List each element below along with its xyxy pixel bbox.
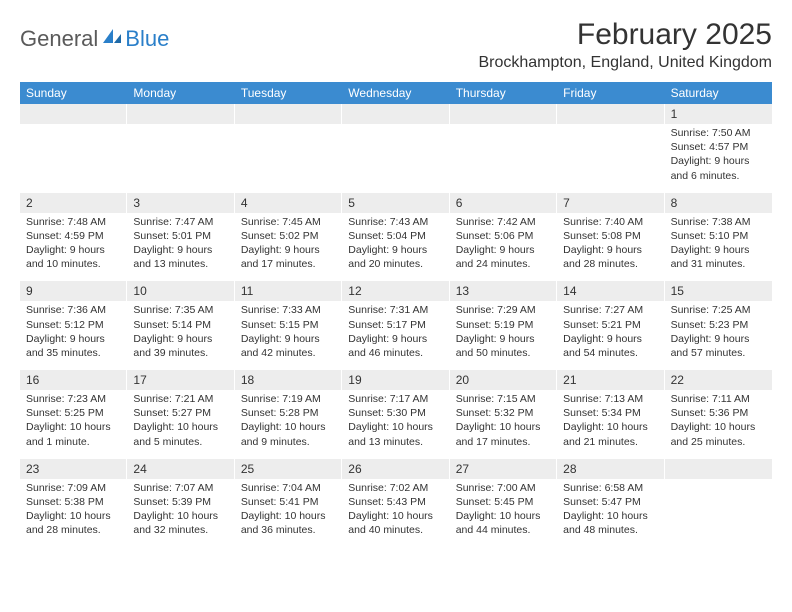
day-number [20, 104, 127, 124]
day-number: 21 [557, 370, 664, 390]
day-detail: Sunrise: 7:25 AM Sunset: 5:23 PM Dayligh… [665, 301, 772, 370]
day-number: 8 [665, 193, 772, 213]
day-detail: Sunrise: 7:09 AM Sunset: 5:38 PM Dayligh… [20, 479, 127, 548]
day-detail: Sunrise: 7:11 AM Sunset: 5:36 PM Dayligh… [665, 390, 772, 459]
day-number: 17 [127, 370, 234, 390]
day-detail: Sunrise: 7:50 AM Sunset: 4:57 PM Dayligh… [665, 124, 772, 193]
day-detail-row: Sunrise: 7:48 AM Sunset: 4:59 PM Dayligh… [20, 213, 772, 282]
day-detail: Sunrise: 7:48 AM Sunset: 4:59 PM Dayligh… [20, 213, 127, 282]
day-detail: Sunrise: 7:36 AM Sunset: 5:12 PM Dayligh… [20, 301, 127, 370]
logo: General Blue [20, 18, 169, 52]
day-detail: Sunrise: 7:43 AM Sunset: 5:04 PM Dayligh… [342, 213, 449, 282]
day-detail: Sunrise: 6:58 AM Sunset: 5:47 PM Dayligh… [557, 479, 664, 548]
day-detail: Sunrise: 7:33 AM Sunset: 5:15 PM Dayligh… [235, 301, 342, 370]
day-detail: Sunrise: 7:31 AM Sunset: 5:17 PM Dayligh… [342, 301, 449, 370]
day-detail: Sunrise: 7:38 AM Sunset: 5:10 PM Dayligh… [665, 213, 772, 282]
day-detail: Sunrise: 7:02 AM Sunset: 5:43 PM Dayligh… [342, 479, 449, 548]
day-number: 11 [235, 281, 342, 301]
day-number: 12 [342, 281, 449, 301]
day-number: 4 [235, 193, 342, 213]
day-detail-row: Sunrise: 7:50 AM Sunset: 4:57 PM Dayligh… [20, 124, 772, 193]
day-detail-row: Sunrise: 7:23 AM Sunset: 5:25 PM Dayligh… [20, 390, 772, 459]
day-number: 28 [557, 459, 664, 479]
day-header: Friday [557, 82, 664, 104]
day-number: 7 [557, 193, 664, 213]
day-detail: Sunrise: 7:00 AM Sunset: 5:45 PM Dayligh… [450, 479, 557, 548]
day-number-row: 16171819202122 [20, 370, 772, 390]
day-header: Saturday [665, 82, 772, 104]
day-detail: Sunrise: 7:27 AM Sunset: 5:21 PM Dayligh… [557, 301, 664, 370]
logo-text-general: General [20, 26, 98, 52]
day-number [665, 459, 772, 479]
day-number: 19 [342, 370, 449, 390]
day-number-row: 9101112131415 [20, 281, 772, 301]
day-number: 24 [127, 459, 234, 479]
day-detail: Sunrise: 7:40 AM Sunset: 5:08 PM Dayligh… [557, 213, 664, 282]
day-number [127, 104, 234, 124]
day-number: 14 [557, 281, 664, 301]
day-detail [557, 124, 664, 193]
day-detail [20, 124, 127, 193]
day-detail [235, 124, 342, 193]
day-detail: Sunrise: 7:23 AM Sunset: 5:25 PM Dayligh… [20, 390, 127, 459]
day-detail: Sunrise: 7:21 AM Sunset: 5:27 PM Dayligh… [127, 390, 234, 459]
day-number: 18 [235, 370, 342, 390]
month-title: February 2025 [478, 18, 772, 52]
day-number: 2 [20, 193, 127, 213]
day-headers-row: Sunday Monday Tuesday Wednesday Thursday… [20, 82, 772, 104]
day-detail: Sunrise: 7:29 AM Sunset: 5:19 PM Dayligh… [450, 301, 557, 370]
day-number: 26 [342, 459, 449, 479]
day-detail: Sunrise: 7:15 AM Sunset: 5:32 PM Dayligh… [450, 390, 557, 459]
header: General Blue February 2025 Brockhampton,… [20, 18, 772, 72]
day-number-row: 2345678 [20, 193, 772, 213]
day-number-row: 232425262728 [20, 459, 772, 479]
day-detail [127, 124, 234, 193]
day-header: Wednesday [342, 82, 449, 104]
day-number: 1 [665, 104, 772, 124]
day-number [235, 104, 342, 124]
day-detail [342, 124, 449, 193]
day-number: 3 [127, 193, 234, 213]
day-detail-row: Sunrise: 7:36 AM Sunset: 5:12 PM Dayligh… [20, 301, 772, 370]
location: Brockhampton, England, United Kingdom [478, 54, 772, 72]
day-number: 22 [665, 370, 772, 390]
calendar-body: 1Sunrise: 7:50 AM Sunset: 4:57 PM Daylig… [20, 104, 772, 547]
day-header: Monday [127, 82, 234, 104]
day-detail: Sunrise: 7:04 AM Sunset: 5:41 PM Dayligh… [235, 479, 342, 548]
logo-sail-icon [101, 27, 123, 45]
day-detail: Sunrise: 7:13 AM Sunset: 5:34 PM Dayligh… [557, 390, 664, 459]
day-number [557, 104, 664, 124]
day-detail: Sunrise: 7:42 AM Sunset: 5:06 PM Dayligh… [450, 213, 557, 282]
day-number: 10 [127, 281, 234, 301]
day-number: 13 [450, 281, 557, 301]
day-detail [665, 479, 772, 548]
day-number [342, 104, 449, 124]
logo-text-blue: Blue [125, 26, 169, 52]
day-detail: Sunrise: 7:07 AM Sunset: 5:39 PM Dayligh… [127, 479, 234, 548]
day-number: 20 [450, 370, 557, 390]
day-header: Tuesday [235, 82, 342, 104]
day-number: 16 [20, 370, 127, 390]
day-number: 27 [450, 459, 557, 479]
day-header: Thursday [450, 82, 557, 104]
day-number: 15 [665, 281, 772, 301]
day-number: 25 [235, 459, 342, 479]
calendar: Sunday Monday Tuesday Wednesday Thursday… [20, 82, 772, 547]
day-number-row: 1 [20, 104, 772, 124]
day-detail: Sunrise: 7:35 AM Sunset: 5:14 PM Dayligh… [127, 301, 234, 370]
day-number: 6 [450, 193, 557, 213]
title-block: February 2025 Brockhampton, England, Uni… [478, 18, 772, 72]
day-number: 9 [20, 281, 127, 301]
day-number: 5 [342, 193, 449, 213]
day-number: 23 [20, 459, 127, 479]
day-detail [450, 124, 557, 193]
day-header: Sunday [20, 82, 127, 104]
day-detail: Sunrise: 7:19 AM Sunset: 5:28 PM Dayligh… [235, 390, 342, 459]
day-number [450, 104, 557, 124]
day-detail: Sunrise: 7:45 AM Sunset: 5:02 PM Dayligh… [235, 213, 342, 282]
day-detail-row: Sunrise: 7:09 AM Sunset: 5:38 PM Dayligh… [20, 479, 772, 548]
day-detail: Sunrise: 7:17 AM Sunset: 5:30 PM Dayligh… [342, 390, 449, 459]
day-detail: Sunrise: 7:47 AM Sunset: 5:01 PM Dayligh… [127, 213, 234, 282]
